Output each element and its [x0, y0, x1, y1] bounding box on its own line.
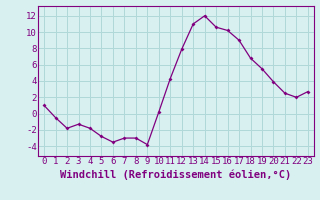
X-axis label: Windchill (Refroidissement éolien,°C): Windchill (Refroidissement éolien,°C)	[60, 169, 292, 180]
